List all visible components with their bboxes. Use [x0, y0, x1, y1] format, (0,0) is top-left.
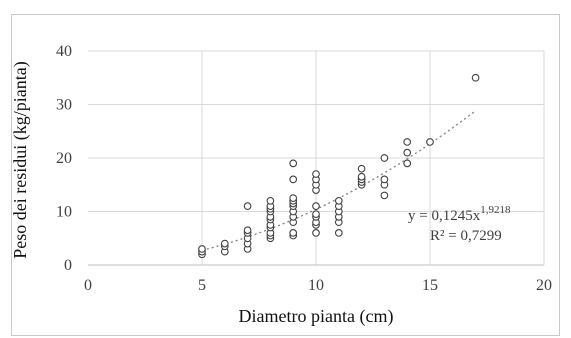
y-tick-label: 10	[56, 204, 72, 221]
x-tick-label: 10	[308, 277, 324, 294]
x-axis-title: Diametro pianta (cm)	[239, 306, 394, 327]
equation-prefix: y = 0,1245x	[408, 208, 481, 224]
data-point	[266, 196, 275, 205]
data-point	[289, 159, 298, 168]
data-point	[380, 154, 389, 162]
data-point	[357, 172, 366, 181]
data-point	[380, 175, 389, 184]
y-axis-title: Peso dei residui (kg/pianta)	[10, 61, 31, 258]
y-tick-label: 30	[56, 97, 72, 114]
data-point	[334, 196, 343, 205]
axis-layer: 0 10 20 30 40 0 5 10 15 20	[56, 43, 552, 294]
data-point	[403, 159, 412, 168]
label-layer: Diametro pianta (cm) Peso dei residui (k…	[10, 61, 511, 327]
y-tick-label: 20	[56, 150, 72, 167]
equation-exponent: 1,9218	[480, 204, 511, 216]
data-point	[426, 138, 434, 146]
data-point	[312, 210, 320, 219]
x-tick-label: 15	[422, 277, 438, 294]
x-tick-label: 0	[84, 277, 92, 294]
data-point	[289, 175, 298, 184]
points-layer	[198, 73, 480, 259]
x-tick-label: 20	[536, 277, 552, 294]
chart-frame	[11, 14, 560, 336]
x-tick-label: 5	[198, 277, 206, 294]
data-point	[198, 245, 206, 253]
y-tick-label: 40	[56, 43, 72, 60]
data-point	[243, 202, 252, 210]
data-point	[289, 194, 298, 202]
data-point	[289, 229, 298, 237]
data-point	[471, 73, 480, 82]
data-point	[312, 202, 320, 210]
data-point	[312, 170, 320, 178]
data-point	[403, 148, 412, 157]
data-point	[357, 164, 366, 173]
data-point	[220, 239, 229, 248]
y-tick-label: 0	[64, 257, 72, 274]
data-point	[403, 138, 412, 146]
data-point	[243, 226, 252, 235]
r-squared-label: R² = 0,7299	[430, 228, 502, 244]
data-point	[312, 229, 320, 237]
data-point	[334, 229, 343, 237]
trendline-equation: y = 0,1245x1,9218	[408, 204, 511, 224]
data-point	[380, 191, 389, 200]
